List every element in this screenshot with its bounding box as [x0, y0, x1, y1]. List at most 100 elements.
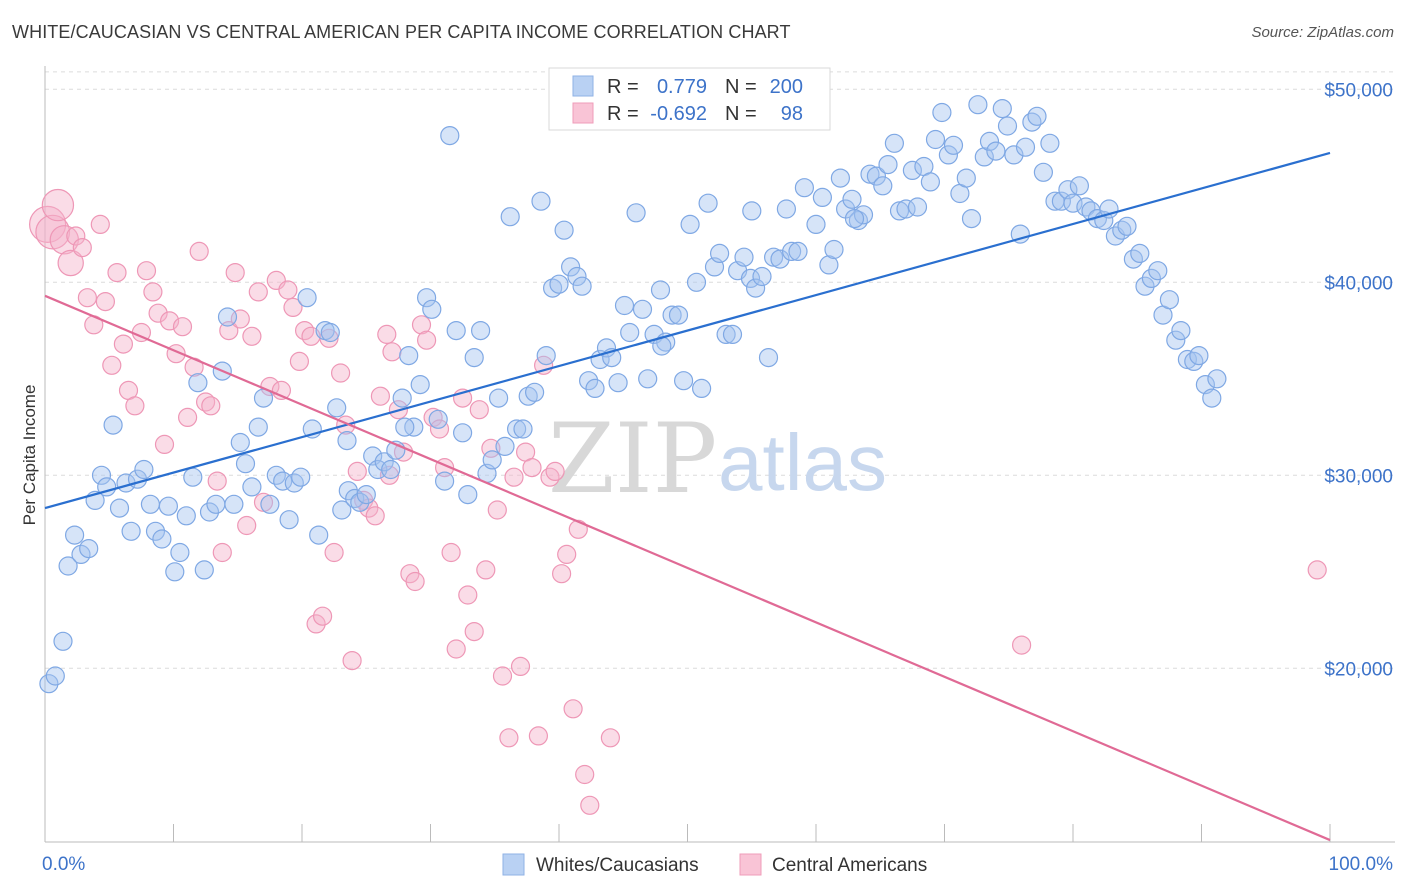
point-central — [411, 315, 432, 335]
point-whites — [830, 168, 851, 188]
point-whites — [524, 382, 545, 402]
point-central — [189, 241, 209, 261]
legend-n-label-central: N = — [725, 103, 757, 125]
point-central — [57, 249, 84, 277]
legend-top: R = 0.779 N = 200 R = -0.692 N = 98 — [548, 67, 831, 131]
point-whites — [1010, 224, 1030, 244]
point-whites — [842, 189, 862, 209]
point-whites — [374, 452, 394, 472]
point-whites — [572, 276, 592, 296]
point-whites — [260, 494, 280, 514]
point-whites — [279, 510, 299, 530]
point-whites — [986, 141, 1006, 161]
point-whites — [71, 544, 91, 565]
point-whites — [614, 295, 635, 316]
point-whites — [1051, 191, 1072, 211]
point-whites — [620, 322, 640, 343]
x-tick-label-max: 100.0% — [1329, 854, 1394, 875]
point-whites — [199, 502, 220, 522]
legend-bottom-swatch-whites — [502, 853, 525, 876]
point-whites — [722, 324, 743, 344]
point-whites — [338, 481, 358, 501]
point-whites — [79, 538, 99, 559]
point-whites — [961, 209, 982, 229]
point-whites — [549, 274, 569, 294]
chart-source: Source: ZipAtlas.com — [1251, 24, 1394, 41]
point-whites — [1040, 133, 1060, 153]
point-central — [242, 326, 262, 346]
point-whites — [1202, 388, 1222, 408]
watermark-zip: ZIP — [548, 403, 717, 515]
point-whites — [866, 166, 887, 186]
point-whites — [691, 378, 712, 398]
point-whites — [134, 459, 154, 480]
point-whites — [781, 241, 802, 261]
point-whites — [489, 388, 509, 408]
point-central — [201, 396, 221, 416]
point-whites — [650, 280, 671, 300]
legend-n-value-whites: 200 — [770, 76, 803, 98]
point-central — [522, 458, 542, 478]
point-whites — [1033, 162, 1054, 182]
point-whites — [979, 131, 1000, 151]
point-whites — [536, 346, 556, 366]
legend-bottom-label-central: Central Americans — [772, 855, 927, 876]
point-whites — [560, 257, 581, 277]
point-whites — [907, 197, 928, 217]
point-whites — [458, 485, 478, 505]
point-whites — [58, 556, 78, 576]
point-whites — [176, 506, 196, 526]
point-central — [568, 519, 588, 539]
point-central — [551, 564, 572, 584]
point-whites — [183, 467, 203, 487]
point-whites — [109, 498, 130, 518]
point-central — [90, 214, 110, 234]
point-central — [41, 188, 75, 222]
point-central — [476, 560, 496, 580]
point-whites — [194, 560, 214, 580]
point-central — [178, 407, 198, 427]
point-whites — [1159, 290, 1180, 310]
point-whites — [974, 147, 994, 167]
point-whites — [742, 201, 762, 221]
point-central — [125, 396, 145, 416]
point-central — [365, 506, 385, 526]
point-whites — [673, 371, 694, 391]
point-whites — [1141, 268, 1162, 288]
point-whites — [165, 562, 185, 582]
point-whites — [158, 496, 178, 516]
point-central — [492, 666, 513, 686]
point-whites — [873, 176, 893, 196]
point-whites — [495, 436, 515, 456]
point-whites — [297, 288, 317, 308]
point-whites — [91, 465, 112, 485]
point-whites — [716, 324, 736, 344]
legend-box — [548, 67, 831, 131]
point-whites — [686, 272, 707, 292]
point-whites — [464, 348, 484, 368]
legend-n-value-central: 98 — [781, 103, 803, 125]
point-central — [575, 764, 595, 785]
y-tick-label: $20,000 — [1324, 659, 1393, 680]
point-whites — [170, 542, 190, 563]
point-central — [248, 282, 268, 302]
point-whites — [956, 168, 976, 188]
point-whites — [608, 373, 628, 393]
legend-r-value-central: -0.692 — [650, 103, 707, 125]
point-central — [487, 500, 507, 520]
point-whites — [1130, 243, 1150, 263]
legend-bottom-label-whites: Whites/Caucasians — [536, 855, 699, 876]
point-central — [154, 434, 175, 454]
point-central — [458, 585, 478, 605]
point-central — [600, 728, 621, 748]
point-central — [499, 728, 519, 748]
point-whites — [224, 494, 244, 514]
point-whites — [392, 388, 412, 408]
point-whites — [140, 494, 160, 514]
point-whites — [230, 432, 250, 453]
point-whites — [698, 193, 718, 213]
point-whites — [332, 500, 352, 520]
point-central — [66, 226, 86, 246]
point-whites — [152, 529, 172, 549]
point-whites — [806, 214, 826, 234]
